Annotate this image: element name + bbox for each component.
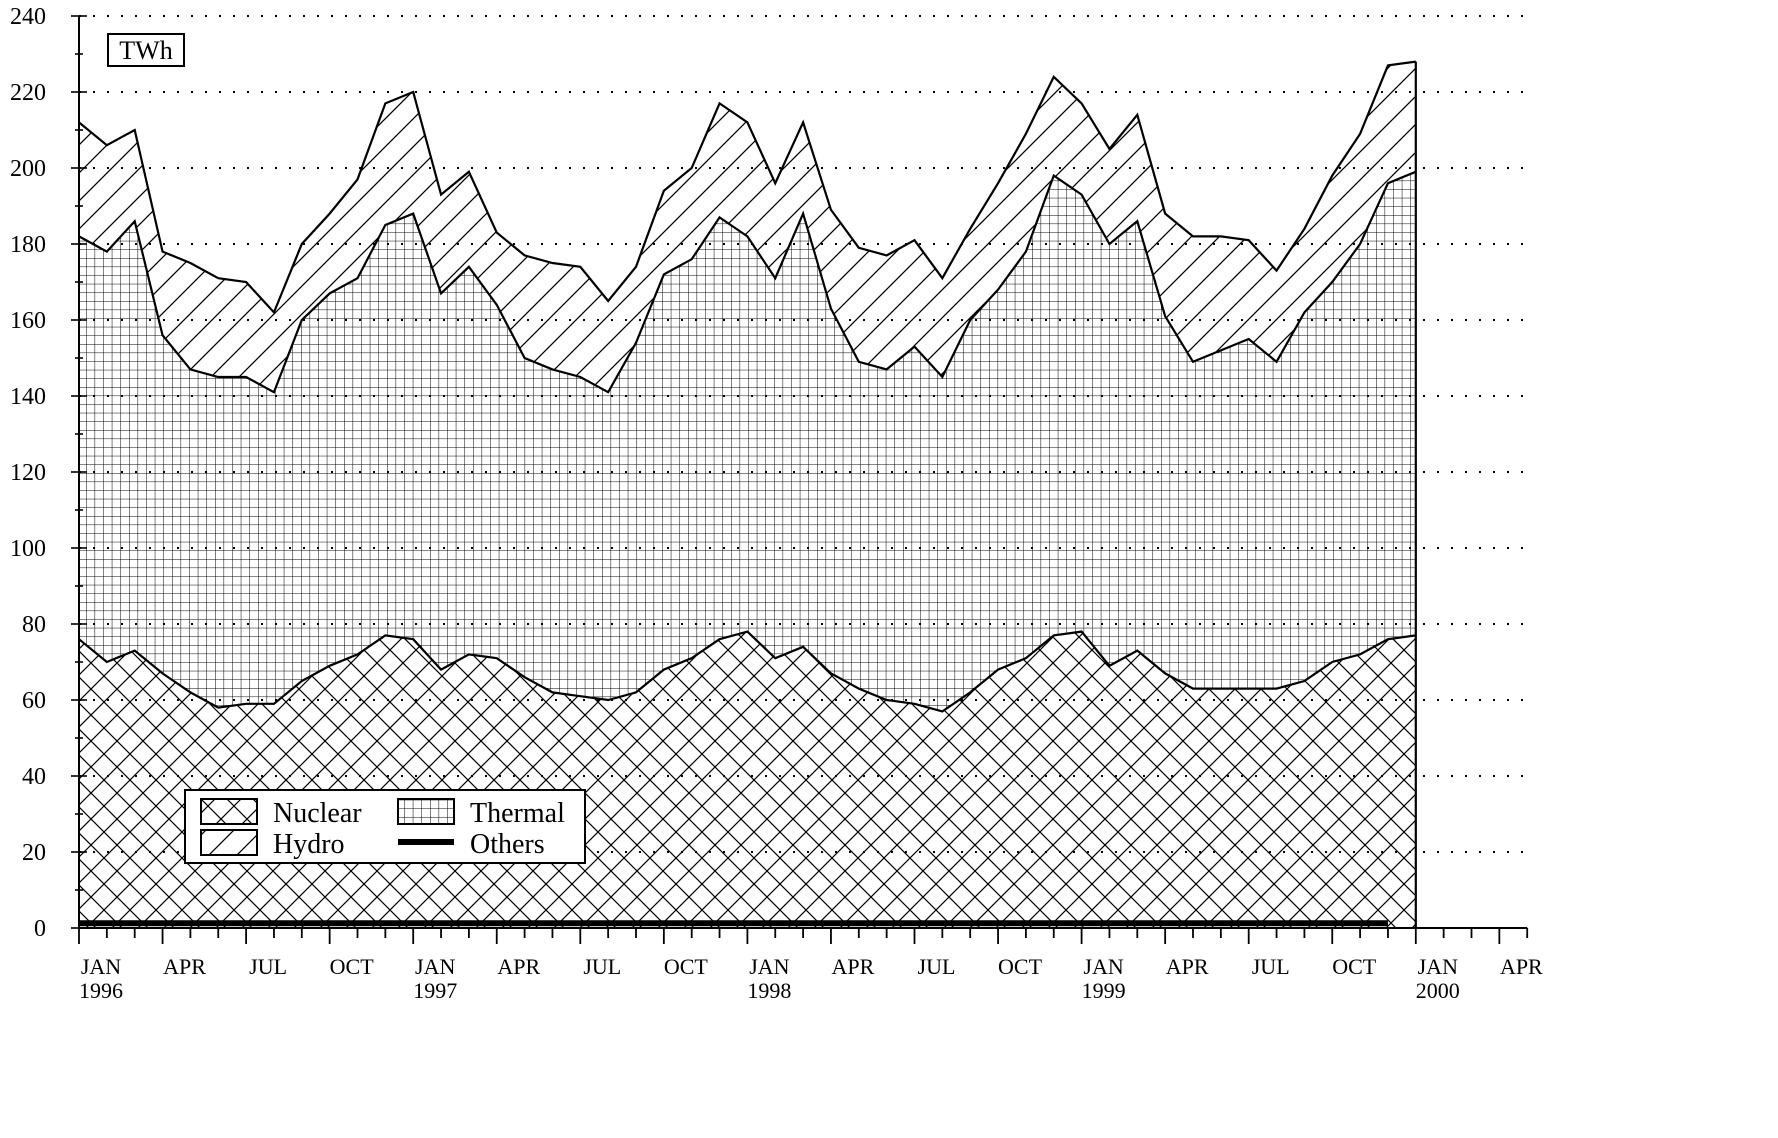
axes [71,15,1529,944]
x-tick-label: JAN [749,954,789,979]
line-hydro [78,60,1416,315]
unit-box: TWh [107,33,185,67]
x-tick-label: APR [1166,954,1209,979]
y-tick-label: 20 [22,840,46,866]
x-tick-label: JUL [583,954,621,979]
x-tick-label: JAN [1418,954,1458,979]
legend: Nuclear Thermal Hydro Others [184,789,586,864]
x-tick-label: OCT [664,954,709,979]
x-tick-label: APR [1500,954,1543,979]
legend-swatch-thermal [397,798,455,825]
x-tick-label: OCT [330,954,375,979]
x-year-label: 1998 [747,978,791,1003]
x-tick-label: JAN [1083,954,1123,979]
x-tick-label: APR [163,954,206,979]
legend-label-nuclear: Nuclear [273,798,362,829]
x-tick-label: OCT [998,954,1043,979]
area-thermal [79,171,1416,712]
x-tick-label: JAN [81,954,121,979]
y-tick-label: 0 [34,916,46,942]
y-tick-label: 180 [10,232,46,258]
legend-label-thermal: Thermal [470,798,565,829]
area-hydro [79,61,1416,393]
legend-swatch-nuclear [200,798,258,825]
x-year-label: 1996 [79,978,123,1003]
x-year-label: 1997 [413,978,457,1003]
y-tick-label: 160 [10,308,46,334]
x-tick-label: JUL [249,954,287,979]
unit-label: TWh [119,36,172,65]
y-tick-label: 40 [22,764,46,790]
x-tick-label: JAN [415,954,455,979]
y-tick-label: 200 [10,156,46,182]
y-tick-label: 140 [10,384,46,410]
legend-label-others: Others [470,829,545,860]
y-tick-label: 220 [10,80,46,106]
x-tick-label: JUL [1252,954,1290,979]
legend-swatch-hydro [200,829,258,856]
y-tick-label: 100 [10,536,46,562]
legend-swatch-others [398,839,454,845]
y-tick-label: 60 [22,688,46,714]
x-year-label: 1999 [1082,978,1126,1003]
tick-labels: 020406080100120140160180200220240JAN1996… [10,4,1543,1003]
x-tick-label: JUL [918,954,956,979]
x-tick-label: OCT [1332,954,1377,979]
x-tick-label: APR [497,954,540,979]
x-year-label: 2000 [1416,978,1460,1003]
y-tick-label: 120 [10,460,46,486]
x-tick-label: APR [832,954,875,979]
y-tick-label: 240 [10,4,46,30]
legend-label-hydro: Hydro [273,829,345,860]
y-tick-label: 80 [22,612,46,638]
